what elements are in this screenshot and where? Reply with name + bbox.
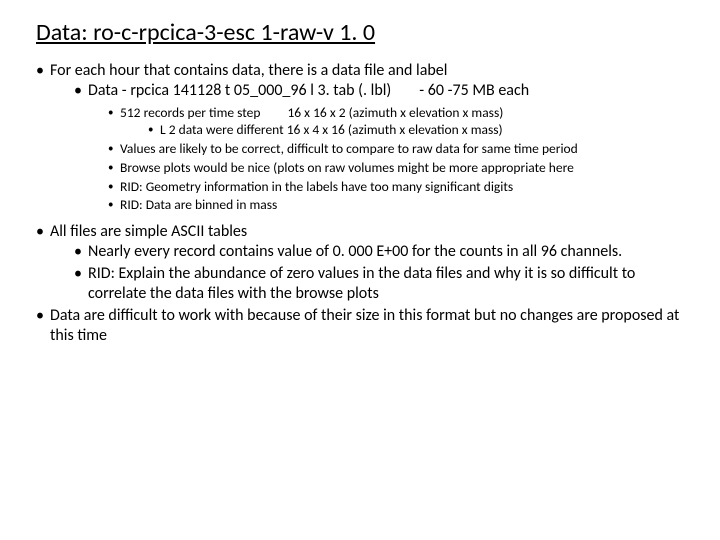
bullet-lvl2: RID: Explain the abundance of zero value…	[74, 264, 684, 304]
bullet-text: 512 records per time step 16 x 16 x 2 (a…	[120, 104, 503, 121]
bullet-text: Nearly every record contains value of 0.…	[88, 242, 622, 261]
bullet-list-lvl2: Data - rpcica 141128 t 05_000_96 l 3. ta…	[50, 81, 684, 101]
bullet-text: RID: Data are binned in mass	[120, 196, 277, 213]
page-title: Data: ro-c-rpcica-3-esc 1-raw-v 1. 0	[36, 18, 684, 47]
bullet-text: L 2 data were different 16 x 4 x 16 (azi…	[160, 121, 503, 138]
bullet-lvl2: Data - rpcica 141128 t 05_000_96 l 3. ta…	[74, 81, 684, 101]
bullet-lvl3: RID: Geometry information in the labels …	[108, 179, 684, 196]
bullet-text: Browse plots would be nice (plots on raw…	[120, 159, 574, 176]
bullet-lvl1: Data are difficult to work with because …	[36, 306, 684, 346]
bullet-text: All files are simple ASCII tables	[50, 222, 247, 241]
bullet-list-lvl3: 512 records per time step 16 x 16 x 2 (a…	[50, 105, 684, 214]
bullet-list-lvl2: Nearly every record contains value of 0.…	[50, 242, 684, 304]
bullet-text-tail: - 60 -75 MB each	[419, 81, 529, 100]
bullet-lvl1: For each hour that contains data, there …	[36, 61, 684, 214]
bullet-lvl4: L 2 data were different 16 x 4 x 16 (azi…	[148, 122, 684, 139]
bullet-lvl2: Nearly every record contains value of 0.…	[74, 242, 684, 262]
bullet-text: RID: Explain the abundance of zero value…	[88, 264, 635, 303]
bullet-text: Values are likely to be correct, difficu…	[120, 140, 578, 157]
bullet-list: For each hour that contains data, there …	[36, 61, 684, 346]
bullet-lvl3: 512 records per time step 16 x 16 x 2 (a…	[108, 105, 684, 139]
bullet-lvl3: Browse plots would be nice (plots on raw…	[108, 160, 684, 177]
bullet-lvl3: RID: Data are binned in mass	[108, 197, 684, 214]
bullet-text: Data are difficult to work with because …	[50, 306, 679, 345]
bullet-text: For each hour that contains data, there …	[50, 61, 447, 80]
bullet-text: Data - rpcica 141128 t 05_000_96 l 3. ta…	[88, 81, 391, 100]
bullet-text: RID: Geometry information in the labels …	[120, 178, 513, 195]
bullet-list-lvl4: L 2 data were different 16 x 4 x 16 (azi…	[120, 122, 684, 139]
bullet-lvl3: Values are likely to be correct, difficu…	[108, 141, 684, 158]
bullet-lvl1: All files are simple ASCII tables Nearly…	[36, 222, 684, 304]
